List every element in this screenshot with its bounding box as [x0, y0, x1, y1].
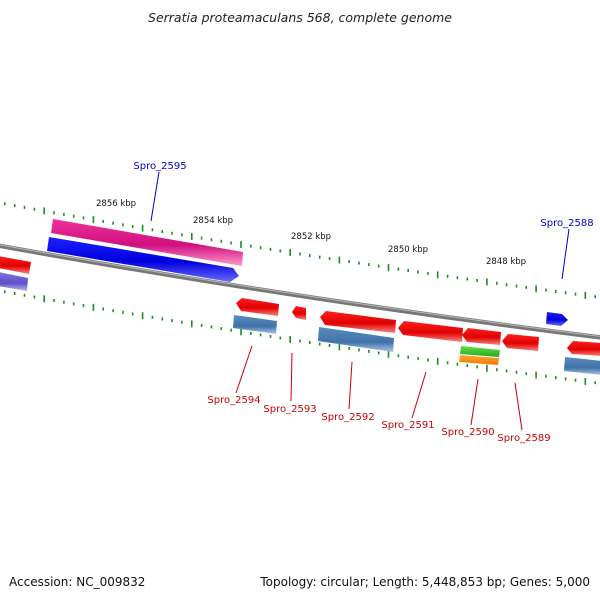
leader-spro-2588	[561, 228, 570, 280]
label-spro-2591[interactable]: Spro_2591	[381, 420, 434, 431]
steel-feature-2592	[318, 327, 394, 352]
genome-summary-text: Topology: circular; Length: 5,448,853 bp…	[259, 575, 590, 589]
scale-label-2854: 2854 kbp	[193, 216, 233, 226]
genome-backbone-highlight	[0, 244, 600, 337]
right-red-feature	[567, 341, 600, 356]
scale-label-2856: 2856 kbp	[96, 199, 136, 209]
leader-spro-2589	[514, 382, 523, 431]
label-spro-2588[interactable]: Spro_2588	[540, 218, 593, 229]
label-spro-2592[interactable]: Spro_2592	[321, 412, 374, 423]
gene-spro-2591-arrow[interactable]	[398, 321, 463, 342]
genome-backbone	[0, 243, 600, 340]
leader-spro-2595	[150, 171, 160, 222]
label-spro-2593[interactable]: Spro_2593	[263, 404, 316, 415]
gene-spro-2588-arrow[interactable]	[546, 312, 568, 326]
map-title: Serratia proteamaculans 568, complete ge…	[148, 10, 452, 25]
label-spro-2590[interactable]: Spro_2590	[441, 427, 494, 438]
label-spro-2594[interactable]: Spro_2594	[207, 395, 260, 406]
scale-label-2852: 2852 kbp	[291, 232, 331, 242]
pink-feature-bar	[51, 219, 243, 266]
label-spro-2589[interactable]: Spro_2589	[497, 433, 550, 444]
gene-spro-2589-arrow[interactable]	[502, 334, 539, 351]
leader-spro-2592	[348, 361, 353, 410]
gene-spro-2595-arrow[interactable]	[47, 237, 239, 282]
inner-tick-ring	[4, 290, 597, 385]
gene-spro-2592-arrow[interactable]	[320, 311, 396, 333]
steel-feature-2594	[233, 315, 277, 334]
leader-spro-2594	[235, 345, 253, 394]
outer-tick-ring	[4, 202, 597, 299]
green-feature-2590	[460, 346, 500, 357]
steel-feature-right	[564, 357, 600, 375]
left-purple-feature	[0, 272, 28, 291]
leader-spro-2593	[290, 352, 293, 402]
leader-spro-2590	[470, 378, 479, 426]
label-spro-2595[interactable]: Spro_2595	[133, 161, 186, 172]
scale-label-2848: 2848 kbp	[486, 257, 526, 267]
gene-spro-2593-arrow[interactable]	[292, 306, 306, 320]
gene-spro-2594-arrow[interactable]	[236, 298, 279, 316]
orange-feature-2590	[459, 355, 499, 365]
left-red-feature	[0, 256, 31, 274]
accession-text: Accession: NC_009832	[9, 575, 145, 589]
leader-spro-2591	[411, 371, 427, 419]
scale-label-2850: 2850 kbp	[388, 245, 428, 255]
gene-spro-2590-arrow[interactable]	[462, 328, 501, 345]
